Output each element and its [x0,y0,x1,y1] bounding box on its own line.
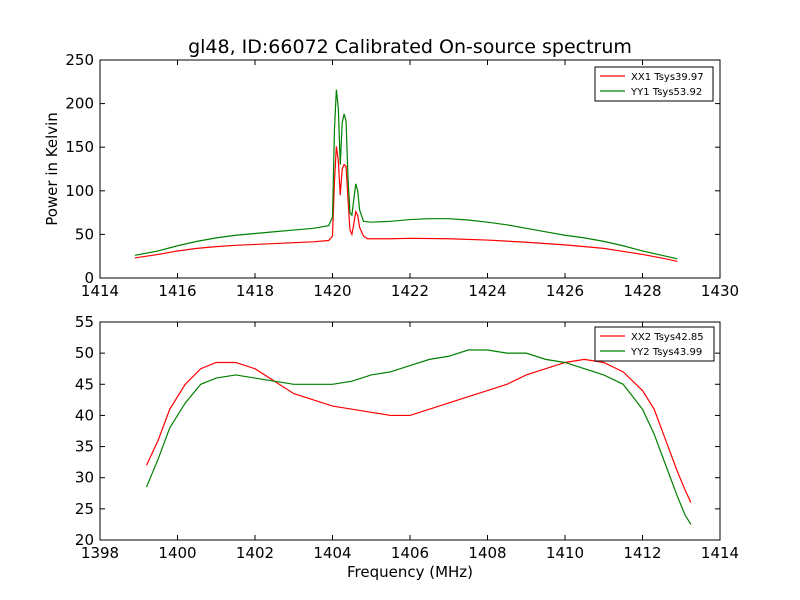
x-tick-label: 1400 [158,544,196,562]
series-line-2 [145,349,692,525]
x-tick-label: 1430 [701,282,739,300]
y-tick-label: 50 [75,225,94,243]
legend: XX2 Tsys42.85 YY2 Tsys43.99 [594,326,715,362]
x-tick-label: 1406 [391,544,429,562]
y-tick-label: 35 [75,438,94,456]
series-line-2 [134,89,678,260]
x-tick-label: 1416 [158,282,196,300]
y-tick-label: 250 [65,51,94,69]
legend: XX1 Tsys39.97 YY1 Tsys53.92 [594,66,714,102]
y-tick-label: 25 [75,500,94,518]
x-tick-label: 1410 [546,544,584,562]
series-line-1 [134,146,678,263]
y-tick-label: 50 [75,344,94,362]
y-tick-label: 0 [84,269,94,287]
legend-label-1: XX1 Tsys39.97 [631,72,704,83]
x-tick-label: 1402 [236,544,274,562]
top-panel: 1414 1416 1418 1420 1422 1424 1426 1428 1430 0 50 1… [65,51,739,300]
x-tick-label: 1414 [701,544,739,562]
y-tick-label: 45 [75,375,94,393]
y-tick-label: 40 [75,406,94,424]
x-tick-label: 1424 [468,282,506,300]
x-tick-label: 1398 [81,544,119,562]
x-tick-label: 1418 [236,282,274,300]
x-tick-label: 1404 [313,544,351,562]
x-tick-label: 1422 [391,282,429,300]
legend-label-1: XX2 Tsys42.85 [631,332,704,343]
x-tick-label: 1412 [623,544,661,562]
figure-title: gl48, ID:66072 Calibrated On-source spec… [188,36,632,58]
x-tick-label: 1408 [468,544,506,562]
y-axis-label: Power in Kelvin [43,112,61,226]
legend-box [594,326,715,362]
y-tick-label: 20 [75,531,94,549]
legend-label-2: YY1 Tsys53.92 [630,87,702,98]
y-tick-label: 55 [75,313,94,331]
y-tick-label: 150 [65,138,94,156]
x-tick-label: 1426 [546,282,584,300]
legend-label-2: YY2 Tsys43.99 [630,347,702,358]
x-tick-label: 1414 [81,282,119,300]
x-tick-label: 1428 [623,282,661,300]
legend-box [594,66,714,102]
x-axis-label: Frequency (MHz) [347,563,473,581]
y-tick-label: 100 [65,182,94,200]
x-tick-label: 1420 [313,282,351,300]
series-line-1 [145,358,692,503]
bottom-panel: 1398 1400 1402 1404 1406 1408 1410 1412 1414 20 25… [75,313,739,562]
y-tick-label: 30 [75,469,94,487]
y-tick-label: 200 [65,95,94,113]
